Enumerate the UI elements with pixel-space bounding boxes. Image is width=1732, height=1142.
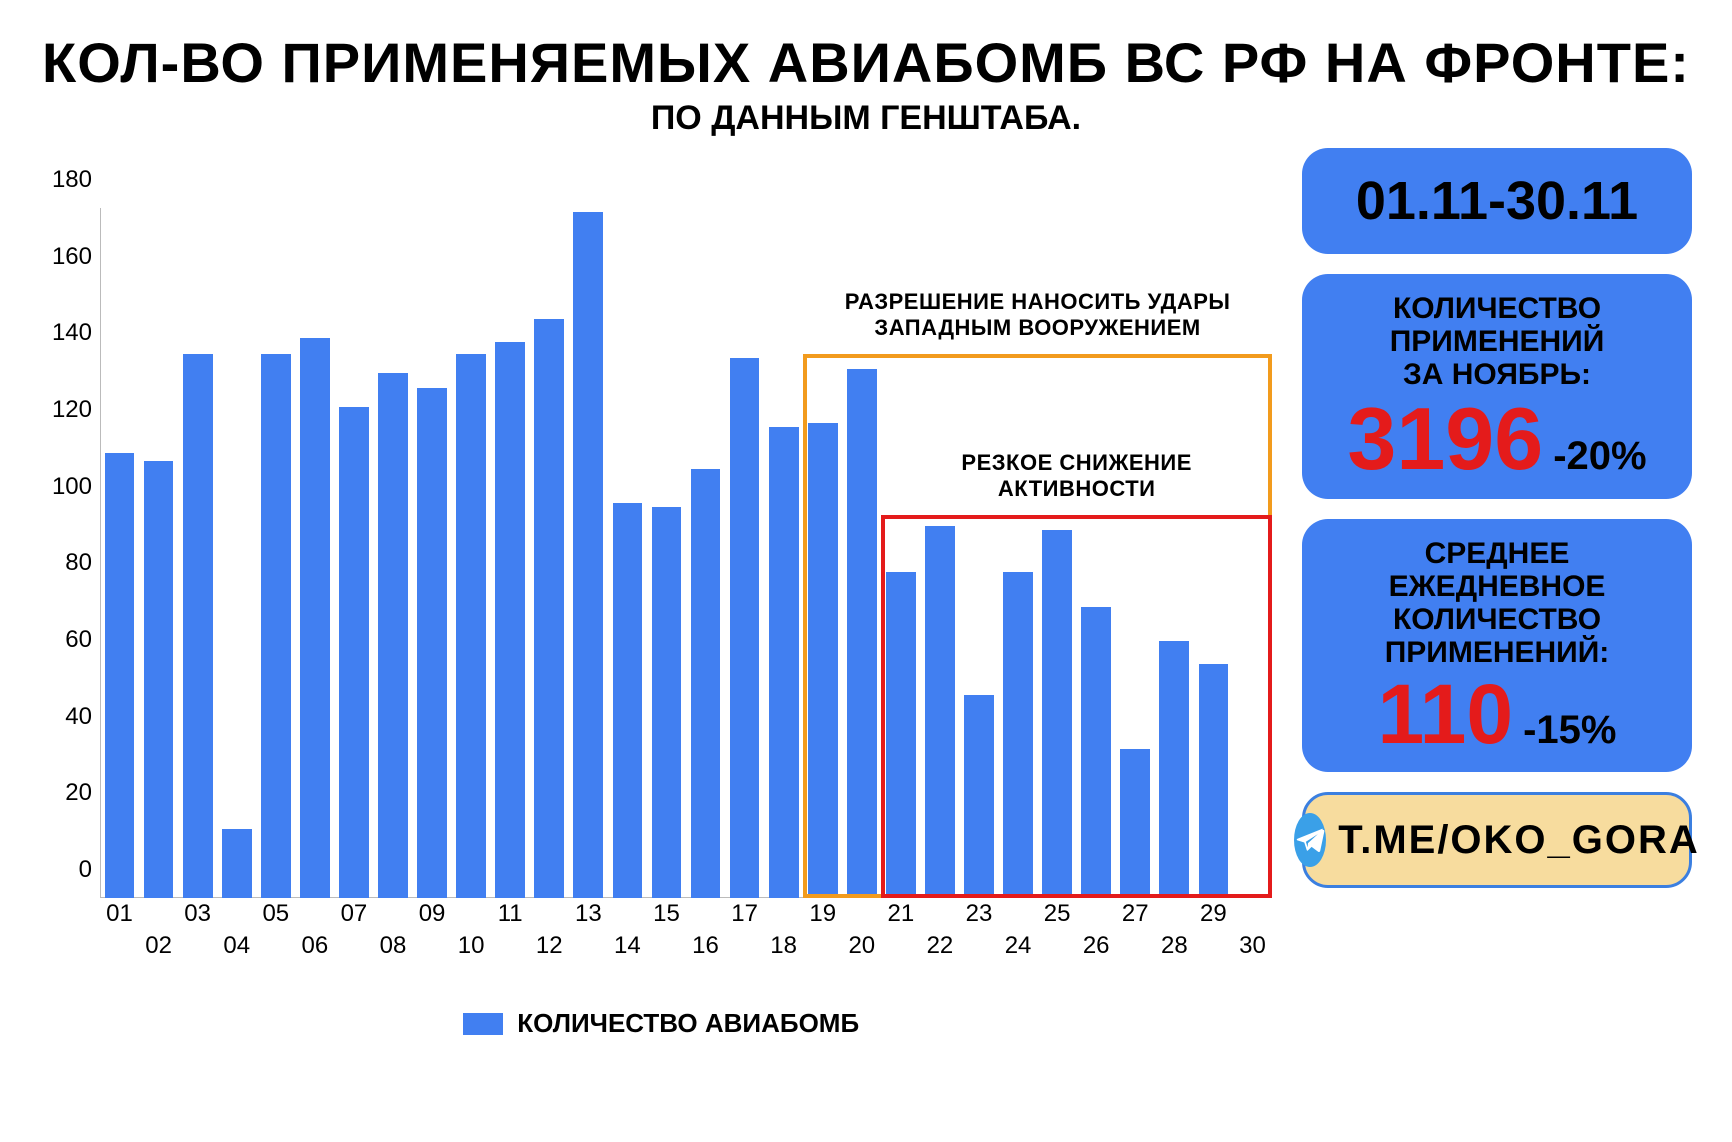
y-tick: 120 [52,396,92,424]
bar [456,354,486,898]
legend-label: КОЛИЧЕСТВО АВИАБОМБ [517,1008,859,1038]
y-tick: 180 [52,166,92,194]
x-tick: 08 [380,932,407,960]
y-tick: 80 [65,549,92,577]
telegram-link-text: T.ME/OKO_GORA [1338,818,1700,863]
x-tick: 23 [966,900,993,928]
x-tick: 22 [927,932,954,960]
avg-usage-box: СРЕДНЕЕ ЕЖЕДНЕВНОЕ КОЛИЧЕСТВО ПРИМЕНЕНИЙ… [1302,519,1692,773]
x-tick: 03 [184,900,211,928]
header: КОЛ-ВО ПРИМЕНЯЕМЫХ АВИАБОМБ ВС РФ НА ФРО… [40,30,1692,138]
total-delta: -20% [1553,434,1646,479]
annotation-orange: РАЗРЕШЕНИЕ НАНОСИТЬ УДАРЫ ЗАПАДНЫМ ВООРУ… [803,289,1272,340]
x-tick: 30 [1239,932,1266,960]
bar [534,319,564,898]
legend-swatch [463,1013,503,1035]
avg-value: 110 [1378,675,1514,755]
bar [1199,664,1229,898]
x-tick: 29 [1200,900,1227,928]
bar [613,503,643,898]
bar [1159,641,1189,898]
bar [769,427,799,899]
x-tick: 14 [614,932,641,960]
total-usage-box: КОЛИЧЕСТВО ПРИМЕНЕНИЙ ЗА НОЯБРЬ: 3196 -2… [1302,274,1692,499]
x-tick: 04 [223,932,250,960]
bar [925,526,955,898]
page-title: КОЛ-ВО ПРИМЕНЯЕМЫХ АВИАБОМБ ВС РФ НА ФРО… [40,30,1692,95]
bar [573,212,603,898]
x-tick: 02 [145,932,172,960]
bar [1081,607,1111,898]
bar [1042,530,1072,898]
telegram-icon [1294,813,1326,867]
y-tick: 0 [79,856,92,884]
x-tick: 27 [1122,900,1149,928]
bar [730,358,760,899]
date-range-box: 01.11-30.11 [1302,148,1692,254]
bar [652,507,682,898]
y-axis: 020406080100120140160180 [40,208,98,898]
total-label-1: КОЛИЧЕСТВО ПРИМЕНЕНИЙ [1318,292,1676,358]
plot-area: РАЗРЕШЕНИЕ НАНОСИТЬ УДАРЫ ЗАПАДНЫМ ВООРУ… [100,208,1272,898]
x-tick: 20 [848,932,875,960]
bar [1120,749,1150,899]
avg-label-1: СРЕДНЕЕ ЕЖЕДНЕВНОЕ [1318,537,1676,603]
x-tick: 17 [731,900,758,928]
x-tick: 16 [692,932,719,960]
y-tick: 60 [65,626,92,654]
avg-delta: -15% [1523,708,1616,753]
x-tick: 01 [106,900,133,928]
x-tick: 26 [1083,932,1110,960]
page-subtitle: ПО ДАННЫМ ГЕНШТАБА. [40,99,1692,138]
bar [183,354,213,898]
bar [417,388,447,898]
y-tick: 140 [52,319,92,347]
x-tick: 06 [302,932,329,960]
bar [847,369,877,898]
y-tick: 100 [52,473,92,501]
x-tick: 09 [419,900,446,928]
annotation-red: РЕЗКОЕ СНИЖЕНИЕ АКТИВНОСТИ [881,450,1272,501]
x-tick: 07 [341,900,368,928]
date-range-text: 01.11-30.11 [1356,171,1638,231]
y-tick: 40 [65,703,92,731]
x-tick: 13 [575,900,602,928]
x-tick: 11 [498,900,523,928]
bar [105,453,135,898]
bar [495,342,525,898]
bar [808,423,838,898]
x-tick: 12 [536,932,563,960]
legend: КОЛИЧЕСТВО АВИАБОМБ [40,1008,1282,1039]
x-tick: 18 [770,932,797,960]
bar [300,338,330,898]
y-tick: 20 [65,779,92,807]
x-tick: 10 [458,932,485,960]
bar [261,354,291,898]
x-tick: 21 [888,900,915,928]
telegram-link-box[interactable]: T.ME/OKO_GORA [1302,792,1692,888]
bar [886,572,916,898]
x-tick: 15 [653,900,680,928]
x-tick: 28 [1161,932,1188,960]
bar [144,461,174,898]
total-label-2: ЗА НОЯБРЬ: [1318,358,1676,391]
total-value: 3196 [1347,397,1543,481]
avg-label-2: КОЛИЧЕСТВО ПРИМЕНЕНИЙ: [1318,603,1676,669]
bar [1003,572,1033,898]
bar [691,469,721,898]
bar-chart: 020406080100120140160180 РАЗРЕШЕНИЕ НАНО… [40,148,1282,1028]
x-tick: 19 [809,900,836,928]
bar [339,407,369,898]
bar [964,695,994,898]
y-tick: 160 [52,243,92,271]
bar [222,829,252,898]
x-tick: 05 [262,900,289,928]
bar [378,373,408,898]
x-tick: 24 [1005,932,1032,960]
x-tick: 25 [1044,900,1071,928]
